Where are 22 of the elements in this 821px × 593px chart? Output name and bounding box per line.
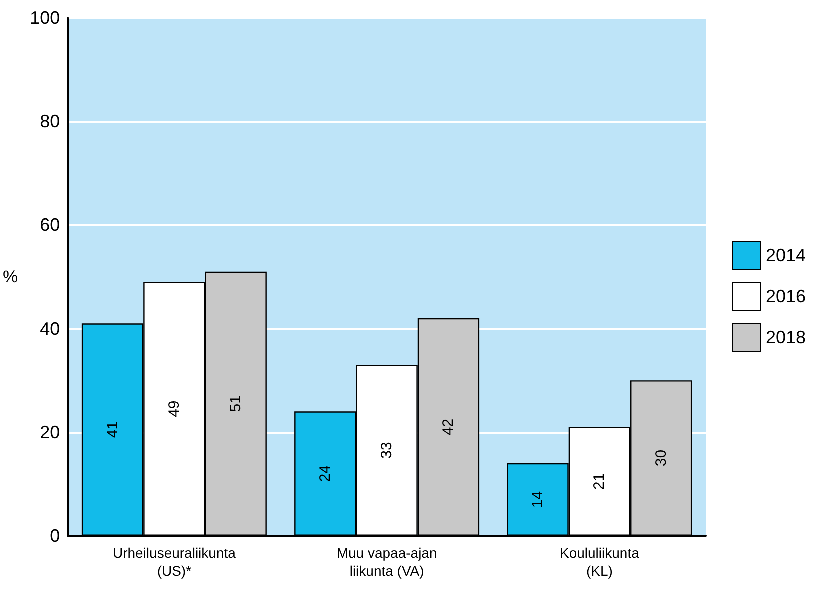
x-tick-label: Muu vapaa-ajan liikunta (VA) — [336, 545, 438, 579]
y-tick-label: 0 — [50, 526, 60, 546]
y-tick-label: 100 — [30, 8, 60, 28]
data-label: 24 — [316, 465, 334, 482]
x-tick-label: Urheiluseuraliikunta (US)* — [112, 545, 236, 579]
y-axis-title: % — [2, 268, 18, 286]
data-label: 21 — [591, 473, 608, 490]
data-label: 49 — [166, 400, 183, 418]
legend-label: 2014 — [766, 246, 806, 266]
data-label: 14 — [530, 491, 547, 508]
y-tick-label: 80 — [40, 112, 60, 132]
legend-label: 2016 — [766, 286, 806, 306]
legend-label: 2018 — [766, 328, 806, 348]
y-tick-label: 40 — [40, 318, 60, 339]
data-label: 30 — [652, 450, 670, 467]
data-label: 41 — [104, 421, 122, 438]
y-tick-label: 60 — [40, 215, 60, 236]
data-label: 51 — [228, 396, 245, 412]
data-label: 33 — [378, 442, 396, 459]
x-tick-label: Koululiikunta (KL) — [560, 545, 640, 579]
data-label: 42 — [440, 418, 458, 436]
y-tick-label: 20 — [40, 422, 60, 442]
